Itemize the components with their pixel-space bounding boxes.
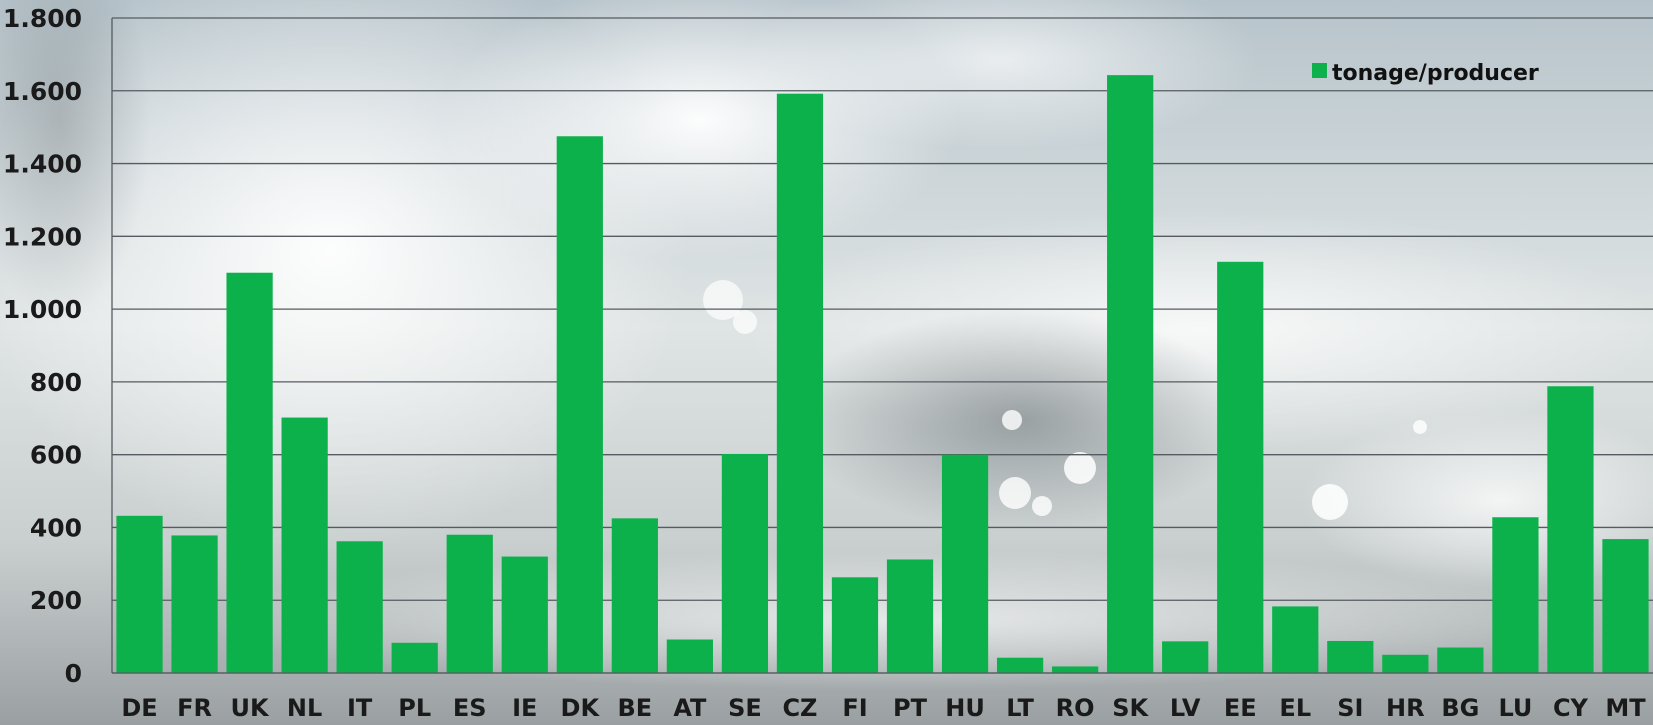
bar-bg: [1437, 647, 1484, 673]
bar-lu: [1492, 517, 1539, 673]
x-tick-label: LT: [1006, 694, 1034, 722]
bar-pl: [391, 642, 438, 673]
y-tick-label: 800: [30, 368, 82, 397]
bar-fr: [171, 535, 218, 673]
bar-ie: [501, 556, 548, 673]
y-tick-label: 1.200: [3, 222, 82, 251]
bar-be: [611, 518, 658, 673]
legend-label: tonage/producer: [1332, 61, 1539, 86]
bar-ee: [1217, 261, 1264, 673]
x-tick-label: HR: [1386, 694, 1425, 722]
bar-es: [446, 534, 493, 673]
x-tick-label: HU: [945, 694, 985, 722]
bar-at: [666, 639, 713, 673]
legend-swatch: [1312, 63, 1327, 78]
y-axis: 0 200 400 600 800 1.000 1.200 1.400 1.600 1.800: [3, 4, 113, 688]
bar-nl: [281, 417, 328, 673]
bar-cz: [776, 93, 824, 673]
x-tick-label: CY: [1553, 694, 1589, 722]
bar-se: [721, 453, 769, 673]
x-tick-label: BG: [1441, 694, 1479, 722]
x-tick-label: EL: [1279, 694, 1311, 722]
x-tick-label: UK: [231, 694, 270, 722]
x-tick-label: MT: [1605, 694, 1646, 722]
x-tick-label: IT: [347, 694, 373, 722]
bar-hr: [1382, 654, 1429, 673]
bar-it: [336, 541, 383, 673]
x-axis: DE FR UK NL IT PL ES IE DK BE AT SE CZ FI PT HU LT RO SK LV…: [112, 672, 1653, 722]
bar-uk: [226, 272, 273, 673]
bar-el: [1272, 606, 1319, 673]
bar-hu: [941, 454, 989, 673]
x-tick-label: PL: [398, 694, 431, 722]
x-tick-label: PT: [893, 694, 928, 722]
x-tick-label: SI: [1337, 694, 1363, 722]
y-tick-label: 1.600: [3, 77, 82, 106]
x-tick-label: LU: [1498, 694, 1532, 722]
y-tick-label: 600: [30, 441, 82, 470]
bar-sk: [1107, 75, 1154, 673]
y-tick-label: 1.800: [3, 4, 82, 33]
bar-si: [1327, 640, 1374, 673]
y-tick-label: 1.400: [3, 150, 82, 179]
bar-pt: [886, 559, 934, 673]
y-tick-label: 1.000: [3, 295, 82, 324]
bar-lv: [1162, 641, 1209, 673]
bar-lt: [996, 657, 1044, 673]
y-tick-label: 0: [65, 659, 82, 688]
x-tick-label: CZ: [782, 694, 817, 722]
x-tick-label: DK: [561, 694, 601, 722]
bars: [116, 75, 1649, 673]
bar-mt: [1602, 539, 1649, 673]
x-tick-label: BE: [617, 694, 652, 722]
bar-ro: [1052, 666, 1099, 673]
bar-cy: [1547, 386, 1594, 673]
y-tick-label: 200: [30, 586, 82, 615]
y-tick-label: 400: [30, 513, 82, 542]
x-tick-label: FI: [842, 694, 867, 722]
legend: tonage/producer: [1312, 61, 1539, 86]
x-tick-label: NL: [287, 694, 322, 722]
x-tick-label: DE: [121, 694, 157, 722]
bar-de: [116, 515, 163, 673]
x-tick-label: RO: [1056, 694, 1095, 722]
x-tick-label: ES: [453, 694, 487, 722]
x-tick-label: IE: [512, 694, 537, 722]
x-tick-label: EE: [1224, 694, 1257, 722]
x-tick-label: SE: [728, 694, 762, 722]
x-tick-label: SK: [1112, 694, 1149, 722]
bar-fi: [831, 577, 879, 673]
x-tick-label: LV: [1170, 694, 1201, 722]
x-tick-label: FR: [177, 694, 212, 722]
x-tick-label: AT: [673, 694, 707, 722]
bar-dk: [556, 136, 603, 673]
